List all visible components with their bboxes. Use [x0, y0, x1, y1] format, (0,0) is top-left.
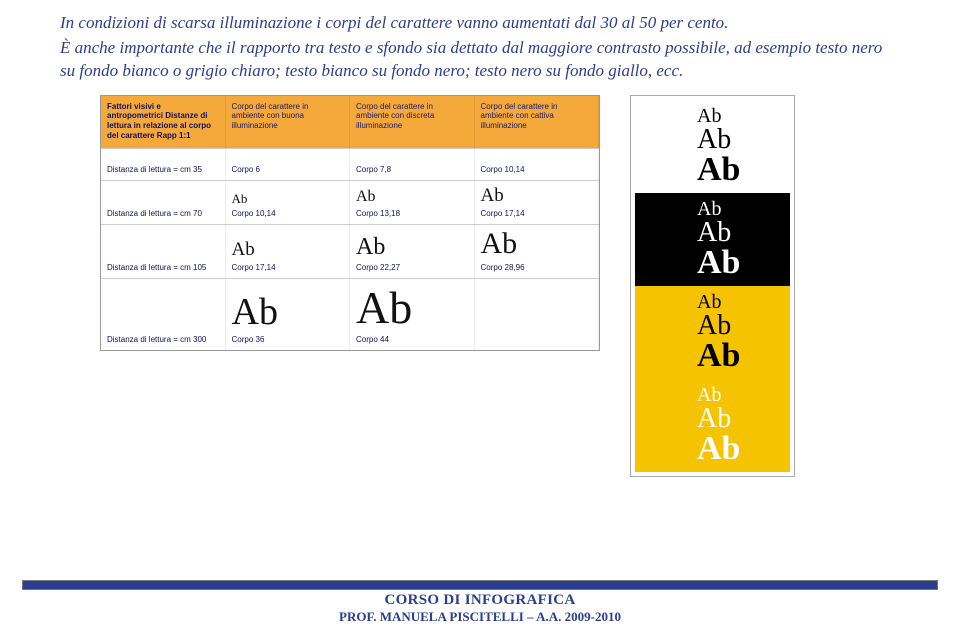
size-cell: AbCorpo 36: [226, 279, 351, 350]
table-row: Distanza di lettura = cm 70 AbCorpo 10,1…: [101, 180, 599, 224]
figures-row: Fattori visivi e antropometrici Distanze…: [0, 85, 960, 477]
sample-text: Ab: [697, 106, 790, 126]
contrast-band-white: Ab Ab Ab: [635, 100, 790, 193]
size-cell: Corpo 7,8: [350, 149, 475, 180]
contrast-band-yellow-black: Ab Ab Ab: [635, 286, 790, 379]
contrast-band-yellow-white: Ab Ab Ab: [635, 379, 790, 472]
size-cell: AbCorpo 22,27: [350, 225, 475, 278]
distance-cell: Distanza di lettura = cm 35: [101, 149, 226, 180]
contrast-sample-figure: Ab Ab Ab Ab Ab Ab Ab Ab Ab Ab Ab Ab: [630, 95, 795, 477]
sample-text: Ab: [697, 199, 790, 219]
distance-cell: Distanza di lettura = cm 105: [101, 225, 226, 278]
sample-text: Ab: [697, 405, 790, 433]
size-cell: AbCorpo 17,14: [475, 181, 600, 224]
footer-bar: [22, 580, 938, 590]
paragraph-1: In condizioni di scarsa illuminazione i …: [60, 12, 900, 35]
sample-text: Ab: [697, 219, 790, 247]
size-cell: Corpo 6: [226, 149, 351, 180]
distance-cell: Distanza di lettura = cm 300: [101, 279, 226, 350]
sample-text: Ab: [697, 385, 790, 405]
size-cell: AbCorpo 28,96: [475, 225, 600, 278]
footer-text: CORSO DI INFOGRAFICA PROF. MANUELA PISCI…: [22, 592, 938, 625]
size-cell: AbCorpo 13,18: [350, 181, 475, 224]
sample-text: Ab: [697, 126, 790, 154]
page-footer: CORSO DI INFOGRAFICA PROF. MANUELA PISCI…: [0, 580, 960, 631]
header-good-light: Corpo del carattere in ambiente con buon…: [226, 96, 351, 148]
paragraph-2: È anche importante che il rapporto tra t…: [60, 37, 900, 83]
sample-text: Ab: [697, 247, 790, 279]
size-cell: [475, 279, 600, 350]
header-factors: Fattori visivi e antropometrici Distanze…: [101, 96, 226, 148]
sample-text: Ab: [697, 340, 790, 372]
table-row: Distanza di lettura = cm 35 Corpo 6 Corp…: [101, 148, 599, 180]
distance-cell: Distanza di lettura = cm 70: [101, 181, 226, 224]
table-row: Distanza di lettura = cm 105 AbCorpo 17,…: [101, 224, 599, 278]
contrast-band-black: Ab Ab Ab: [635, 193, 790, 286]
header-poor-light: Corpo del carattere in ambiente con catt…: [475, 96, 600, 148]
table-header-row: Fattori visivi e antropometrici Distanze…: [101, 96, 599, 148]
size-cell: AbCorpo 10,14: [226, 181, 351, 224]
sample-text: Ab: [697, 433, 790, 465]
size-cell: AbCorpo 17,14: [226, 225, 351, 278]
typography-size-table: Fattori visivi e antropometrici Distanze…: [100, 95, 600, 351]
size-cell: Corpo 10,14: [475, 149, 600, 180]
course-subtitle: PROF. MANUELA PISCITELLI – A.A. 2009-201…: [22, 609, 938, 625]
course-title: CORSO DI INFOGRAFICA: [22, 592, 938, 609]
body-text: In condizioni di scarsa illuminazione i …: [0, 0, 960, 83]
sample-text: Ab: [697, 292, 790, 312]
table-row: Distanza di lettura = cm 300 AbCorpo 36 …: [101, 278, 599, 350]
sample-text: Ab: [697, 312, 790, 340]
header-medium-light: Corpo del carattere in ambiente con disc…: [350, 96, 475, 148]
sample-text: Ab: [697, 154, 790, 186]
size-cell: AbCorpo 44: [350, 279, 475, 350]
